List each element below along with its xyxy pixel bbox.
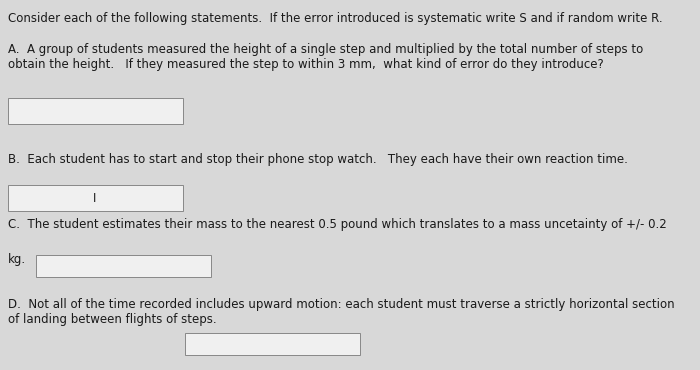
Text: obtain the height.   If they measured the step to within 3 mm,  what kind of err: obtain the height. If they measured the … xyxy=(8,58,603,71)
Bar xyxy=(36,255,211,277)
Text: A.  A group of students measured the height of a single step and multiplied by t: A. A group of students measured the heig… xyxy=(8,43,643,56)
Text: B.  Each student has to start and stop their phone stop watch.   They each have : B. Each student has to start and stop th… xyxy=(8,153,628,166)
Bar xyxy=(185,333,360,355)
Text: I: I xyxy=(93,192,97,205)
Text: D.  Not all of the time recorded includes upward motion: each student must trave: D. Not all of the time recorded includes… xyxy=(8,298,675,311)
Bar xyxy=(8,98,183,124)
Bar xyxy=(8,185,183,211)
Text: kg.: kg. xyxy=(8,253,26,266)
Text: Consider each of the following statements.  If the error introduced is systemati: Consider each of the following statement… xyxy=(8,12,663,25)
Text: C.  The student estimates their mass to the nearest 0.5 pound which translates t: C. The student estimates their mass to t… xyxy=(8,218,666,231)
Text: of landing between flights of steps.: of landing between flights of steps. xyxy=(8,313,216,326)
